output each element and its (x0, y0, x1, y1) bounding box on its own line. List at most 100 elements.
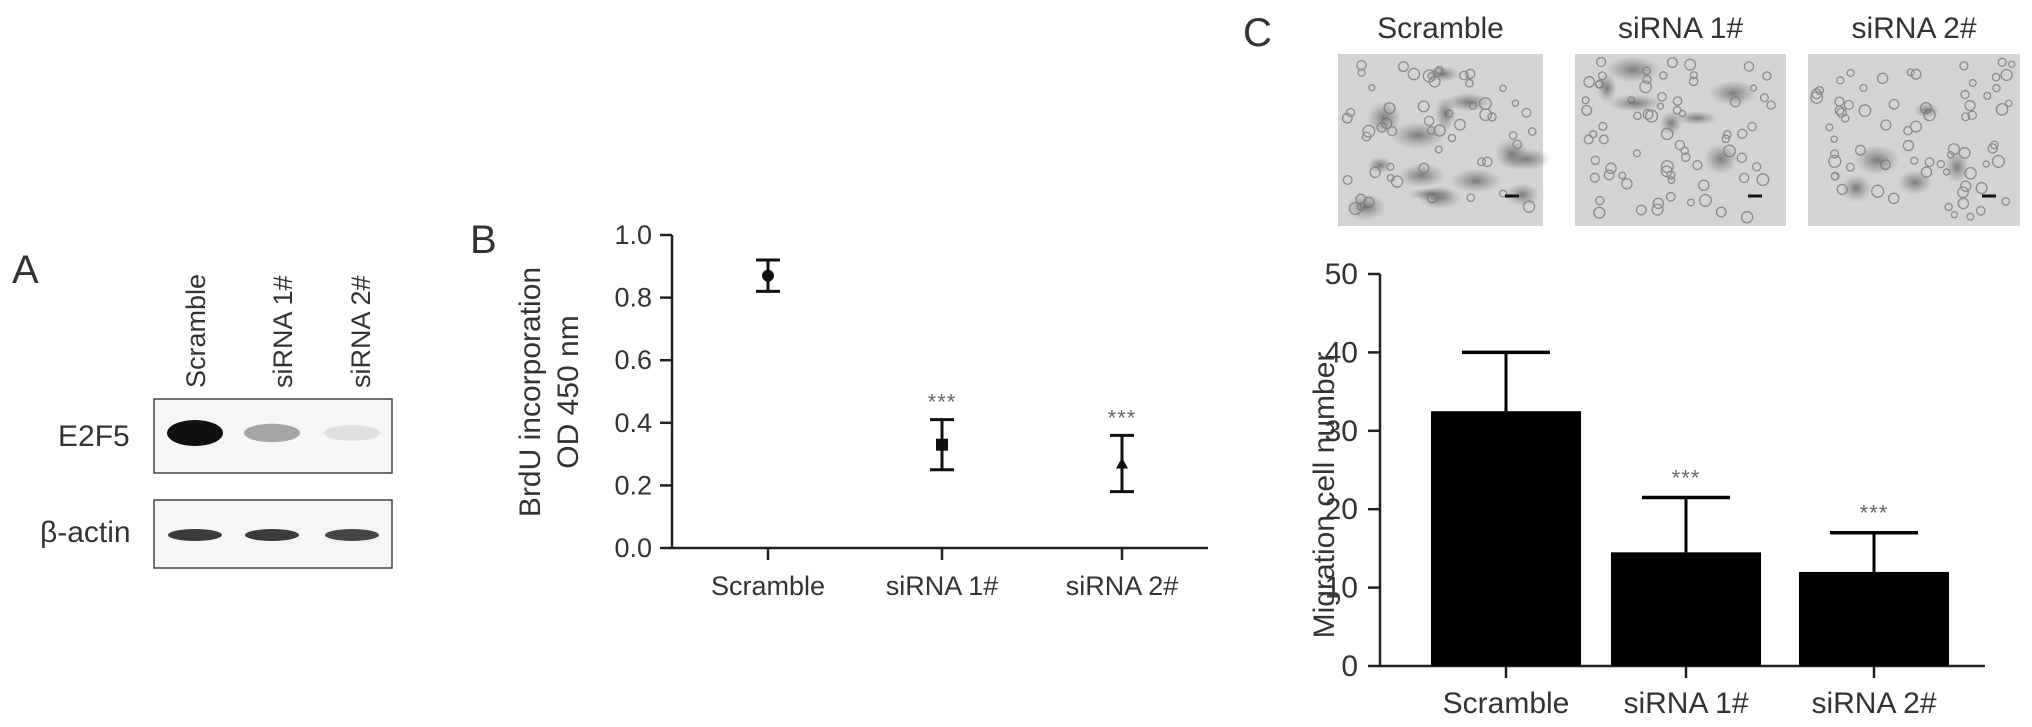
panel-c-xtick-label: siRNA 2# (1811, 687, 1936, 720)
micrograph-cell (1583, 76, 1596, 88)
micrograph-cluster (1607, 94, 1662, 113)
micrograph-cluster (1897, 169, 1933, 196)
micrograph-cell (1697, 179, 1710, 192)
micrograph-cell (1756, 173, 1770, 187)
micrograph-cell (1657, 92, 1667, 102)
micrograph-cell (1959, 180, 1972, 192)
micrograph-cell (1983, 91, 1992, 100)
micrograph-cell (1924, 157, 1935, 168)
panel-c-significance: *** (1672, 465, 1701, 490)
micrograph-cell (1880, 119, 1892, 131)
micrograph-cell (1598, 134, 1609, 145)
micrograph-cell (1825, 123, 1834, 132)
micrograph-cell (1635, 204, 1647, 216)
micrograph-cell (1581, 104, 1593, 116)
micrograph-cell (1521, 107, 1532, 118)
micrograph-cell (1645, 109, 1659, 123)
micrograph-cell (1659, 71, 1668, 80)
micrograph-cell (1660, 165, 1673, 178)
micrograph-cell (1737, 128, 1748, 139)
micrograph-cell (1454, 118, 1466, 131)
panel-b-ytick-label: 0.8 (614, 283, 652, 313)
micrograph-cell (1830, 135, 1838, 143)
micrograph-cell (1686, 198, 1695, 207)
micrograph-cell (1836, 76, 1845, 85)
panel-c-marks: *** *** (1431, 350, 1949, 666)
actin-band (245, 529, 299, 541)
micrograph-cell (1997, 57, 2007, 67)
micrograph-cell (1357, 68, 1366, 77)
micrograph-cell (1590, 155, 1601, 166)
micrograph-cell (1511, 99, 1520, 107)
micrograph-cell (1368, 84, 1376, 92)
panel-c-ytick-label: 20 (1325, 493, 1358, 526)
micrograph-cell (1434, 145, 1443, 154)
micrograph-cell (1966, 212, 1975, 221)
panel-b-ylabel-line2: OD 450 nm (552, 315, 585, 468)
actin-label: β-actin (40, 516, 131, 549)
micrograph-cell (1766, 100, 1776, 110)
panel-c-bar (1799, 571, 1949, 666)
panel-c-letter: C (1243, 11, 1272, 55)
micrograph-cell (1581, 96, 1590, 105)
micrograph-label: siRNA 1# (1618, 12, 1743, 45)
micrograph-cell (1906, 68, 1915, 77)
panel-b-letter: B (470, 218, 497, 262)
micrograph-cell (1936, 159, 1946, 169)
micrograph-cell (1992, 83, 2001, 93)
micrograph-cell (1465, 78, 1474, 88)
micrograph-cell (1987, 143, 1998, 154)
micrograph-cell (1738, 172, 1750, 184)
micrographs: Scramble siRNA 1# siRNA 2# (1338, 12, 2020, 226)
panel-b-xtick-label: Scramble (711, 571, 825, 601)
micrograph-label: Scramble (1377, 12, 1504, 45)
panel-b-marks: *** *** (756, 258, 1137, 494)
panel-c-ytick-label: 40 (1325, 336, 1358, 369)
micrograph-cell (2008, 60, 2016, 68)
micrograph-cell (1666, 170, 1676, 180)
micrograph-cluster (1659, 110, 1683, 136)
lane-label: Scramble (181, 274, 211, 388)
micrograph-cell (1481, 156, 1493, 168)
micrograph-cluster (1346, 193, 1387, 221)
micrograph-cell (1910, 68, 1922, 80)
micrograph-cell (1950, 211, 1958, 219)
panel-c-significance: *** (1860, 501, 1889, 526)
micrograph-cell (1398, 61, 1409, 73)
micrograph-cell (1342, 174, 1353, 185)
micrograph-cell (1477, 157, 1486, 167)
e2f5-band (324, 425, 380, 441)
panel-c-ytick-label: 30 (1325, 415, 1358, 448)
panel-c-xtick-label: Scramble (1443, 687, 1570, 720)
micrograph-cell (1967, 110, 1978, 121)
micrograph-cell (1361, 131, 1372, 142)
micrograph-cell (1356, 60, 1367, 71)
micrograph-cell (1887, 192, 1900, 205)
micrograph-cell (1666, 57, 1678, 69)
panel-b-ytick-label: 0.2 (614, 470, 652, 500)
panel-b-point (762, 269, 774, 282)
panel-c: C Scramble siRNA 1# siRNA 2# Migration cel… (1243, 11, 2020, 720)
panel-b-ytick-label: 0.4 (614, 408, 652, 438)
panel-c-ticks: 0 10 20 30 40 50 Scramble siRNA 1# siRNA 2# (1325, 258, 1937, 720)
micrograph-cell (1605, 162, 1617, 175)
micrograph-label: siRNA 2# (1851, 12, 1976, 45)
panel-b: B BrdU incorporation OD 450 nm 0.0 0.2 0.4… (470, 218, 1208, 601)
panel-b-significance: *** (928, 390, 957, 415)
micrograph-cluster (1449, 168, 1503, 194)
panel-b-significance: *** (1108, 405, 1137, 430)
micrograph-cell (1995, 103, 2009, 116)
micrograph-cell (1598, 121, 1608, 131)
micrograph-cell (1751, 162, 1762, 172)
micrograph-cluster (1913, 102, 1940, 119)
micrograph-cell (1527, 127, 1537, 136)
micrograph-cell (1910, 156, 1919, 165)
panel-c-bar (1611, 552, 1761, 666)
micrograph-cell (1692, 159, 1703, 171)
micrograph-cell (1845, 162, 1855, 172)
micrograph-cell (1846, 68, 1855, 78)
micrograph-cell (1479, 108, 1493, 122)
panel-c-ytick-label: 10 (1325, 572, 1358, 605)
micrograph-cell (1740, 210, 1754, 224)
